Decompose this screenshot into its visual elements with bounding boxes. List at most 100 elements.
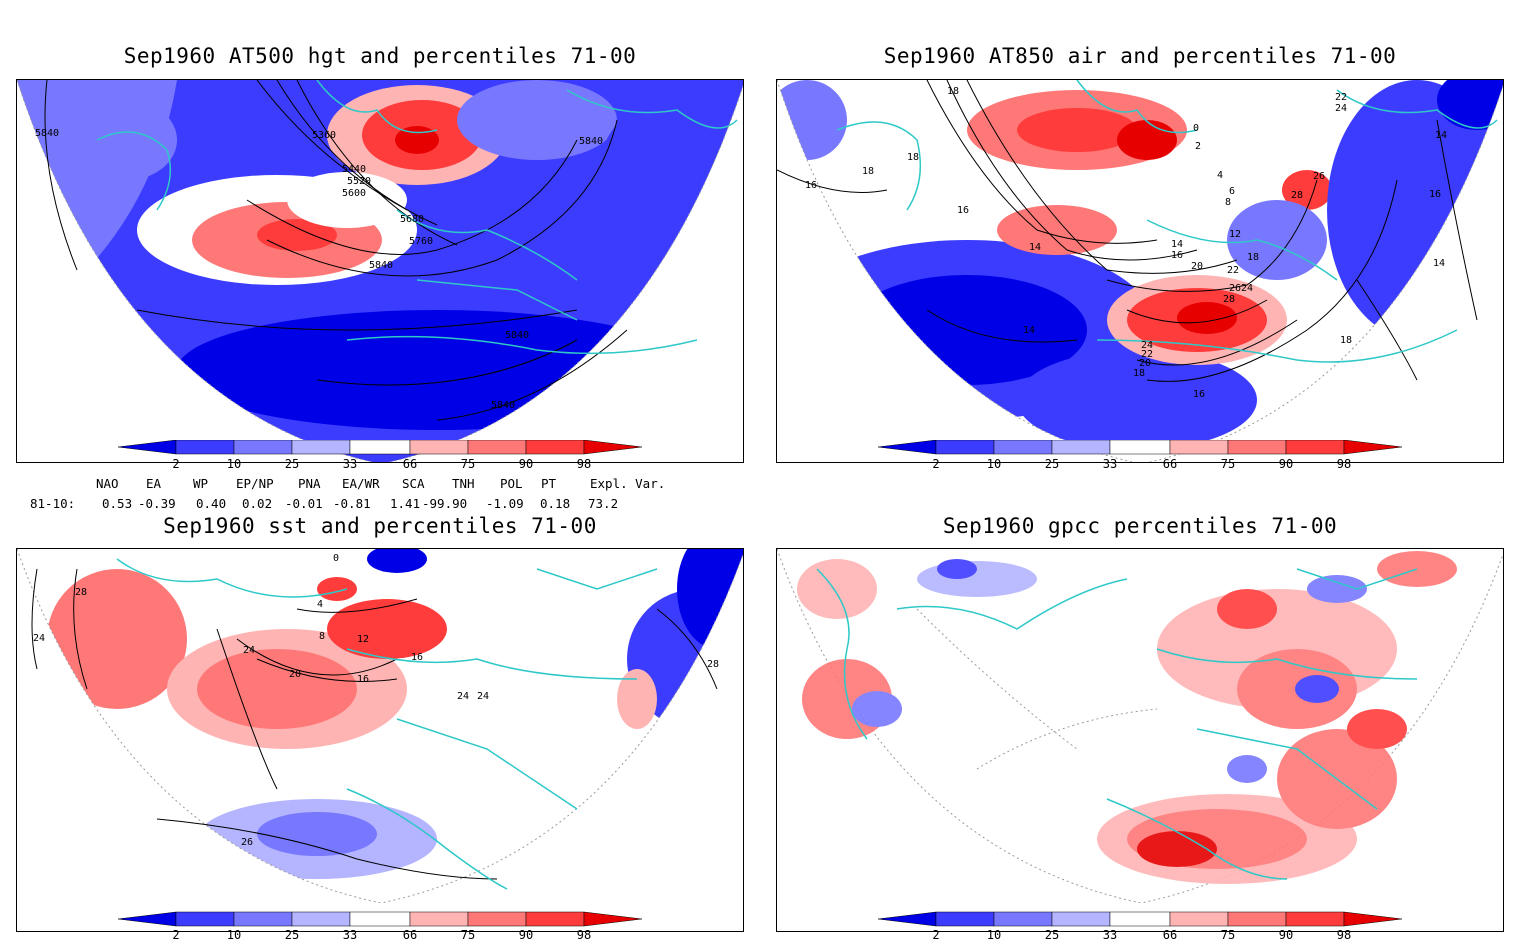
contour-label: 24	[1141, 340, 1153, 351]
colorbar-arrow-high	[583, 440, 643, 455]
contour-label: 5840	[35, 128, 59, 139]
index-row-label: 81-10:	[30, 496, 76, 511]
colorbar-label: 75	[1221, 928, 1235, 942]
contour-label: 24	[33, 633, 45, 644]
index-value: 0.40	[196, 496, 227, 511]
contour-label: 28	[1291, 190, 1303, 201]
map-panel-gpcc	[776, 548, 1504, 932]
contour-label: 14	[1171, 239, 1183, 250]
contour-label: 24	[477, 691, 489, 702]
colorbar-label: 25	[285, 928, 299, 942]
map-panel-air: 18 18 18 16 16 14 14 12 14 16 18 20 22 2…	[776, 79, 1504, 463]
index-value: 0.18	[540, 496, 571, 511]
colorbar-top-right: 2 10 25 33 66 75 90 98	[878, 440, 1403, 471]
contour-label: 18	[1340, 335, 1352, 346]
colorbar-label: 98	[1337, 928, 1351, 942]
contour-label: 18	[1247, 252, 1259, 263]
contour-label: 22	[1141, 349, 1153, 360]
contour-label: 18	[862, 166, 874, 177]
colorbar-label: 10	[987, 928, 1001, 942]
colorbar-label: 98	[1337, 457, 1351, 471]
contour-label: 6	[1229, 186, 1235, 197]
colorbar-bottom-left: 2 10 25 33 66 75 90 98	[118, 911, 643, 942]
colorbar-label: 33	[343, 457, 357, 471]
contour-label: 20	[1139, 358, 1151, 369]
contour-label: 12	[357, 634, 369, 645]
colorbar-arrow-low	[878, 440, 937, 455]
colorbar-label: 90	[519, 928, 533, 942]
contour-label: 5600	[342, 188, 366, 199]
contour-label: 5680	[400, 214, 424, 225]
colorbar-label: 75	[1221, 457, 1235, 471]
index-header: EP/NP	[236, 476, 274, 491]
contour-label: 14	[1023, 325, 1035, 336]
index-header: Expl. Var.	[590, 476, 666, 491]
contour-label: 16	[1429, 189, 1441, 200]
contour-label: 16	[1193, 389, 1205, 400]
colorbar-arrow-high	[583, 911, 643, 927]
contour-label: 26	[1313, 171, 1325, 182]
contour-label: 5840	[505, 330, 529, 341]
colorbar-label: 2	[172, 928, 179, 942]
contour-label: 28	[1223, 294, 1235, 305]
colorbar-label: 2	[932, 928, 939, 942]
colorbar-label: 10	[987, 457, 1001, 471]
colorbar-label: 98	[577, 928, 591, 942]
panel-title-hgt: Sep1960 AT500 hgt and percentiles 71-00	[123, 44, 637, 68]
colorbar-arrow-high	[1343, 911, 1403, 927]
index-header: SCA	[402, 476, 425, 491]
index-header: NAO	[96, 476, 119, 491]
contour-label: 2	[1195, 141, 1201, 152]
contour-label: 20	[1191, 261, 1203, 272]
index-header: WP	[193, 476, 209, 491]
contour-label: 12	[1229, 229, 1241, 240]
index-header: PT	[541, 476, 557, 491]
colorbar-label: 10	[227, 928, 241, 942]
index-value: 73.2	[588, 496, 619, 511]
contour-label: 22	[1227, 265, 1239, 276]
contour-label: 18	[907, 152, 919, 163]
map-panel-hgt: 5840 5360 5440 5520 5600 5680 5760 5840 …	[16, 79, 744, 463]
colorbar-label: 75	[461, 928, 475, 942]
contour-label: 16	[1171, 250, 1183, 261]
contour-label: 5840	[579, 136, 603, 147]
index-value: 0.02	[242, 496, 273, 511]
colorbar-label: 90	[519, 457, 533, 471]
colorbar-label: 25	[285, 457, 299, 471]
index-value: -0.01	[285, 496, 323, 511]
contour-label: 28	[707, 659, 719, 670]
contour-label: 24	[457, 691, 469, 702]
colorbar-label: 66	[1163, 928, 1177, 942]
colorbar-label: 66	[1163, 457, 1177, 471]
contour-label: 20	[289, 669, 301, 680]
contour-label: 4	[317, 599, 323, 610]
contour-label: 16	[805, 180, 817, 191]
contour-label: 14	[1029, 242, 1041, 253]
contour-label: 24	[1335, 103, 1347, 114]
colorbar-label: 33	[1103, 928, 1117, 942]
index-value: -1.09	[486, 496, 524, 511]
colorbar-label: 2	[172, 457, 179, 471]
colorbar-label: 25	[1045, 928, 1059, 942]
contour-label: 26	[241, 837, 253, 848]
panel-title-gpcc: Sep1960 gpcc percentiles 71-00	[942, 514, 1338, 538]
colorbar-top-left: 2 10 25 33 66 75 90 98	[118, 440, 643, 471]
index-header: EA	[146, 476, 162, 491]
index-header: EA/WR	[342, 476, 380, 491]
index-header: POL	[500, 476, 523, 491]
index-value: -0.81	[333, 496, 371, 511]
contour-label: 16	[957, 205, 969, 216]
contour-label: 5360	[312, 130, 336, 141]
contour-label: 24	[243, 645, 255, 656]
colorbar-arrow-low	[118, 911, 177, 927]
contour-label: 14	[1435, 130, 1447, 141]
colorbar-label: 75	[461, 457, 475, 471]
colorbar-label: 90	[1279, 457, 1293, 471]
index-value: -99.90	[422, 496, 468, 511]
contour-label: 5840	[491, 400, 515, 411]
index-header: TNH	[452, 476, 475, 491]
contour-label: 14	[1433, 258, 1445, 269]
contour-label: 22	[1335, 92, 1347, 103]
index-header: PNA	[298, 476, 321, 491]
teleconnection-indices: NAO EA WP EP/NP PNA EA/WR SCA TNH POL PT…	[0, 474, 760, 514]
